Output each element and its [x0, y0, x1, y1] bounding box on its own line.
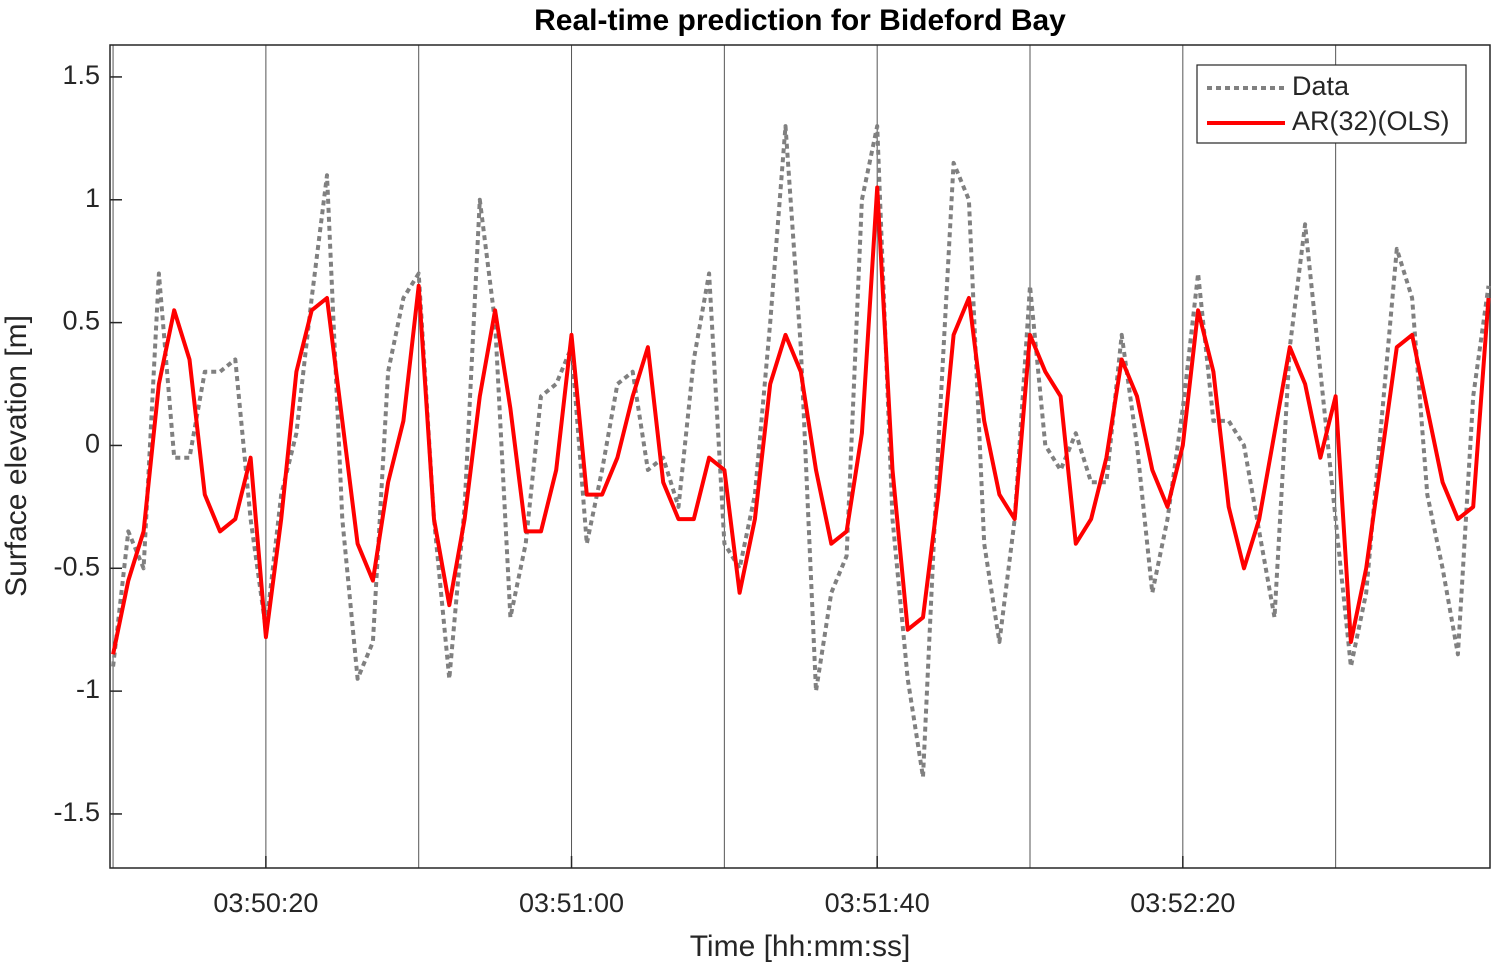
data-line: [111, 124, 1491, 780]
y-tick-label: -1.5: [53, 797, 100, 827]
y-tick-label: 1.5: [62, 60, 100, 90]
x-tick-label: 03:50:20: [213, 888, 318, 918]
y-axis-label: Surface elevation [m]: [0, 315, 33, 597]
legend-label: Data: [1292, 71, 1350, 101]
y-tick-label: 1: [85, 183, 100, 213]
x-axis-label: Time [hh:mm:ss]: [690, 930, 911, 963]
y-tick-label: -0.5: [53, 551, 100, 581]
data-line: [111, 185, 1491, 655]
x-tick-label: 03:51:40: [825, 888, 930, 918]
legend-label: AR(32)(OLS): [1292, 106, 1450, 136]
y-tick-label: 0: [85, 429, 100, 459]
plot-frame: [109, 44, 1491, 869]
x-tick-label: 03:51:00: [519, 888, 624, 918]
y-tick-label: -1: [76, 674, 100, 704]
chart-title: Real-time prediction for Bideford Bay: [534, 4, 1066, 37]
legend-box: [1196, 64, 1467, 144]
x-tick-label: 03:52:20: [1130, 888, 1235, 918]
y-tick-label: 0.5: [62, 306, 100, 336]
